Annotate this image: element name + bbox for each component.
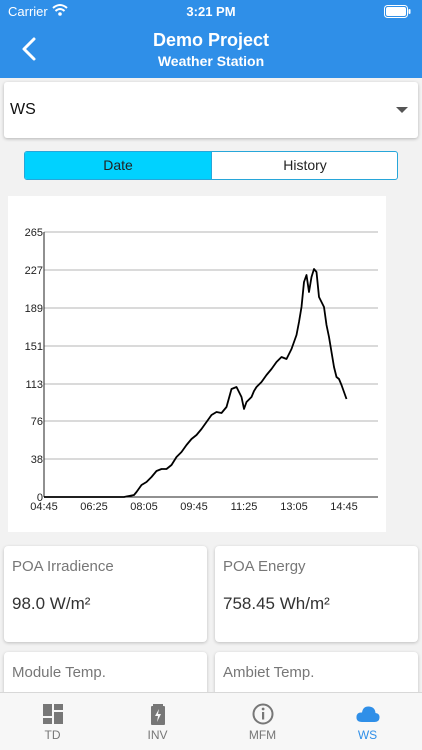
tab-history[interactable]: History bbox=[283, 157, 327, 173]
x-tick-label: 08:05 bbox=[130, 501, 158, 513]
status-time: 3:21 PM bbox=[186, 4, 236, 19]
tab-td-label: TD bbox=[44, 728, 61, 742]
y-tick-label: 151 bbox=[25, 341, 43, 353]
poa-irradiance-card: POA Irradience 98.0 W/m² bbox=[4, 546, 207, 642]
carrier-label: Carrier bbox=[8, 4, 48, 19]
bottom-tab-bar: TD INV MFM WS bbox=[0, 692, 422, 750]
back-arrow-icon[interactable] bbox=[16, 35, 44, 63]
x-tick-label: 04:45 bbox=[30, 501, 58, 513]
x-tick-label: 13:05 bbox=[280, 501, 308, 513]
poa-irradiance-label: POA Irradience bbox=[12, 558, 114, 575]
y-tick-label: 76 bbox=[31, 416, 43, 428]
y-tick-label: 0 bbox=[37, 492, 43, 504]
tab-inv[interactable]: INV bbox=[105, 693, 210, 750]
tab-inv-label: INV bbox=[147, 728, 168, 742]
page-subtitle: Weather Station bbox=[157, 53, 265, 69]
y-tick-label: 38 bbox=[31, 454, 43, 466]
battery-icon bbox=[384, 5, 412, 21]
x-tick-label: 14:45 bbox=[330, 501, 358, 513]
x-tick-label: 11:25 bbox=[231, 501, 258, 513]
dashboard-grid-icon bbox=[42, 703, 64, 725]
y-tick-label: 113 bbox=[25, 379, 43, 391]
module-temp-label: Module Temp. bbox=[12, 664, 106, 681]
poa-irradiance-value: 98.0 W/m² bbox=[12, 594, 91, 613]
irradiance-chart: 0 38 76 113 151 189 227 265 04:45 06:25 08:05 09:45… bbox=[8, 196, 386, 532]
ambient-temp-label: Ambiet Temp. bbox=[223, 664, 315, 681]
battery-charging-icon bbox=[147, 703, 169, 725]
tab-mfm[interactable]: MFM bbox=[210, 693, 315, 750]
y-tick-label: 265 bbox=[25, 227, 43, 239]
y-tick-label: 227 bbox=[25, 265, 43, 277]
device-dropdown-value: WS bbox=[10, 101, 36, 118]
tab-ws[interactable]: WS bbox=[315, 693, 420, 750]
tab-ws-label: WS bbox=[357, 728, 378, 742]
cloud-icon bbox=[355, 703, 381, 725]
series-line bbox=[44, 268, 348, 498]
tab-mfm-label: MFM bbox=[248, 728, 277, 742]
poa-energy-card: POA Energy 758.45 Wh/m² bbox=[215, 546, 418, 642]
x-tick-label: 09:45 bbox=[180, 501, 208, 513]
info-circle-icon bbox=[252, 703, 274, 725]
chevron-down-icon bbox=[396, 107, 408, 113]
view-segment-control: Date History bbox=[24, 151, 398, 180]
status-bar: Carrier 3:21 PM bbox=[0, 0, 422, 24]
poa-energy-label: POA Energy bbox=[223, 558, 306, 575]
poa-energy-value: 758.45 Wh/m² bbox=[223, 594, 330, 613]
tab-td[interactable]: TD bbox=[0, 693, 105, 750]
wifi-icon bbox=[52, 3, 68, 20]
y-tick-label: 189 bbox=[25, 303, 43, 315]
nav-bar: Demo Project Weather Station bbox=[0, 24, 422, 78]
x-tick-label: 06:25 bbox=[80, 501, 108, 513]
line-chart: 0 38 76 113 151 189 227 265 04:45 06:25 08:05 09:45… bbox=[25, 227, 378, 513]
device-dropdown[interactable]: WS bbox=[4, 82, 418, 138]
page-title: Demo Project bbox=[152, 30, 270, 50]
tab-date[interactable]: Date bbox=[25, 152, 212, 179]
